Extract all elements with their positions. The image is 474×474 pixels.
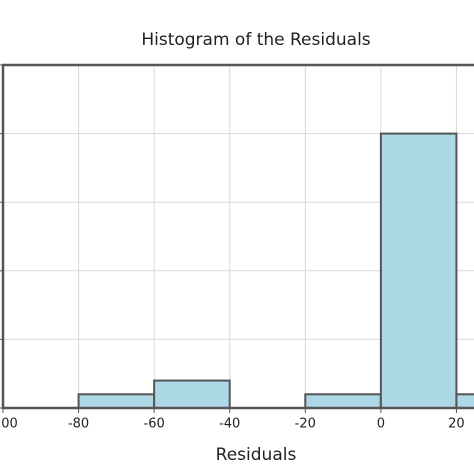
x-tick-label: -100 [0, 417, 18, 432]
bar [455, 393, 474, 409]
bar [153, 379, 231, 409]
x-tick-label: 20 [448, 417, 465, 432]
x-axis-label: Residuals [216, 445, 297, 465]
x-tick-label: -60 [144, 417, 165, 432]
bar [77, 393, 156, 409]
x-tick-label: 0 [377, 417, 385, 432]
x-tick-label: -80 [68, 417, 89, 432]
x-tick-label: -20 [295, 417, 316, 432]
x-tick-label: -40 [219, 417, 240, 432]
bar [379, 132, 458, 409]
plot-frame [1, 63, 474, 410]
bar [304, 393, 382, 409]
chart-title: Histogram of the Residuals [141, 30, 370, 50]
